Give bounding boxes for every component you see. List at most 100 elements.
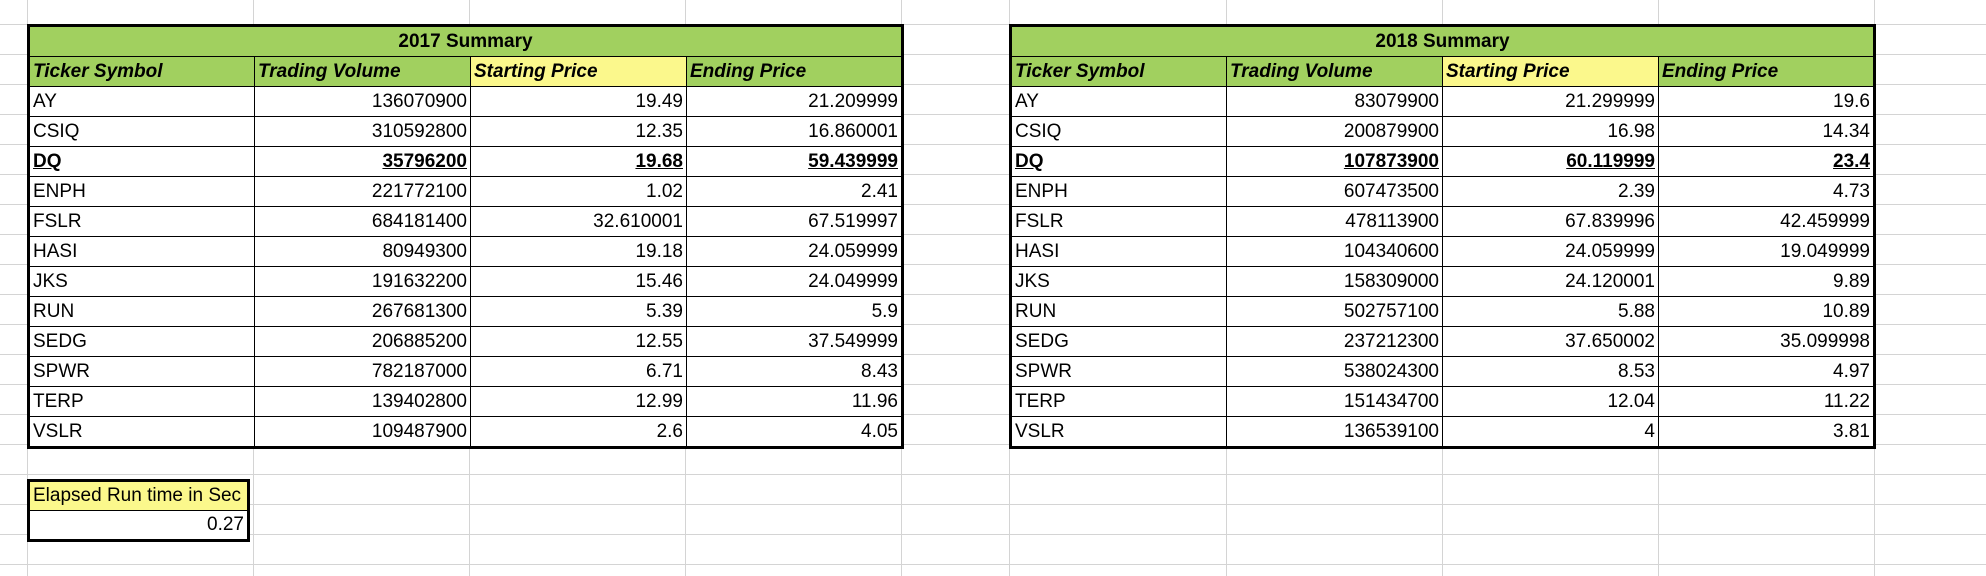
trading-volume-cell[interactable]: 35796200: [254, 146, 471, 177]
ticker-cell[interactable]: FSLR: [28, 206, 255, 237]
ticker-cell[interactable]: SEDG: [1010, 326, 1227, 357]
trading-volume-cell[interactable]: 109487900: [254, 416, 471, 448]
trading-volume-cell[interactable]: 221772100: [254, 176, 471, 207]
ending-price-cell[interactable]: 9.89: [1658, 266, 1875, 297]
trading-volume-cell[interactable]: 191632200: [254, 266, 471, 297]
trading-volume-cell[interactable]: 80949300: [254, 236, 471, 267]
trading-volume-cell[interactable]: 206885200: [254, 326, 471, 357]
ticker-cell[interactable]: JKS: [1010, 266, 1227, 297]
header-starting-price[interactable]: Starting Price: [470, 56, 687, 87]
ending-price-cell[interactable]: 4.05: [686, 416, 903, 448]
trading-volume-cell[interactable]: 310592800: [254, 116, 471, 147]
starting-price-cell[interactable]: 8.53: [1442, 356, 1659, 387]
ticker-cell[interactable]: ENPH: [28, 176, 255, 207]
trading-volume-cell[interactable]: 151434700: [1226, 386, 1443, 417]
ticker-cell[interactable]: DQ: [1010, 146, 1227, 177]
starting-price-cell[interactable]: 19.18: [470, 236, 687, 267]
ending-price-cell[interactable]: 37.549999: [686, 326, 903, 357]
starting-price-cell[interactable]: 2.6: [470, 416, 687, 448]
ending-price-cell[interactable]: 10.89: [1658, 296, 1875, 327]
table-title[interactable]: 2018 Summary: [1010, 25, 1875, 57]
ending-price-cell[interactable]: 16.860001: [686, 116, 903, 147]
starting-price-cell[interactable]: 21.299999: [1442, 86, 1659, 117]
starting-price-cell[interactable]: 19.68: [470, 146, 687, 177]
trading-volume-cell[interactable]: 200879900: [1226, 116, 1443, 147]
ending-price-cell[interactable]: 67.519997: [686, 206, 903, 237]
ticker-cell[interactable]: FSLR: [1010, 206, 1227, 237]
ticker-cell[interactable]: AY: [1010, 86, 1227, 117]
elapsed-run-time-label[interactable]: Elapsed Run time in Sec: [28, 480, 249, 511]
ticker-cell[interactable]: TERP: [1010, 386, 1227, 417]
ending-price-cell[interactable]: 4.73: [1658, 176, 1875, 207]
starting-price-cell[interactable]: 12.04: [1442, 386, 1659, 417]
starting-price-cell[interactable]: 32.610001: [470, 206, 687, 237]
ending-price-cell[interactable]: 19.049999: [1658, 236, 1875, 267]
header-ending-price[interactable]: Ending Price: [1658, 56, 1875, 87]
header-ticker-symbol[interactable]: Ticker Symbol: [1010, 56, 1227, 87]
ticker-cell[interactable]: TERP: [28, 386, 255, 417]
starting-price-cell[interactable]: 67.839996: [1442, 206, 1659, 237]
trading-volume-cell[interactable]: 478113900: [1226, 206, 1443, 237]
ending-price-cell[interactable]: 2.41: [686, 176, 903, 207]
ending-price-cell[interactable]: 4.97: [1658, 356, 1875, 387]
starting-price-cell[interactable]: 19.49: [470, 86, 687, 117]
starting-price-cell[interactable]: 24.120001: [1442, 266, 1659, 297]
ending-price-cell[interactable]: 23.4: [1658, 146, 1875, 177]
ending-price-cell[interactable]: 42.459999: [1658, 206, 1875, 237]
ticker-cell[interactable]: SPWR: [1010, 356, 1227, 387]
ending-price-cell[interactable]: 19.6: [1658, 86, 1875, 117]
trading-volume-cell[interactable]: 267681300: [254, 296, 471, 327]
ticker-cell[interactable]: ENPH: [1010, 176, 1227, 207]
header-ending-price[interactable]: Ending Price: [686, 56, 903, 87]
ticker-cell[interactable]: CSIQ: [28, 116, 255, 147]
trading-volume-cell[interactable]: 502757100: [1226, 296, 1443, 327]
elapsed-run-time-value[interactable]: 0.27: [28, 510, 249, 541]
starting-price-cell[interactable]: 1.02: [470, 176, 687, 207]
trading-volume-cell[interactable]: 83079900: [1226, 86, 1443, 117]
ticker-cell[interactable]: HASI: [1010, 236, 1227, 267]
ending-price-cell[interactable]: 35.099998: [1658, 326, 1875, 357]
starting-price-cell[interactable]: 5.88: [1442, 296, 1659, 327]
trading-volume-cell[interactable]: 136539100: [1226, 416, 1443, 448]
ticker-cell[interactable]: VSLR: [1010, 416, 1227, 448]
table-title[interactable]: 2017 Summary: [28, 25, 903, 57]
ticker-cell[interactable]: HASI: [28, 236, 255, 267]
starting-price-cell[interactable]: 12.99: [470, 386, 687, 417]
trading-volume-cell[interactable]: 607473500: [1226, 176, 1443, 207]
ticker-cell[interactable]: DQ: [28, 146, 255, 177]
starting-price-cell[interactable]: 15.46: [470, 266, 687, 297]
ending-price-cell[interactable]: 14.34: [1658, 116, 1875, 147]
ending-price-cell[interactable]: 59.439999: [686, 146, 903, 177]
trading-volume-cell[interactable]: 158309000: [1226, 266, 1443, 297]
starting-price-cell[interactable]: 4: [1442, 416, 1659, 448]
ending-price-cell[interactable]: 5.9: [686, 296, 903, 327]
starting-price-cell[interactable]: 37.650002: [1442, 326, 1659, 357]
ticker-cell[interactable]: SPWR: [28, 356, 255, 387]
trading-volume-cell[interactable]: 107873900: [1226, 146, 1443, 177]
ticker-cell[interactable]: VSLR: [28, 416, 255, 448]
trading-volume-cell[interactable]: 237212300: [1226, 326, 1443, 357]
ticker-cell[interactable]: SEDG: [28, 326, 255, 357]
header-trading-volume[interactable]: Trading Volume: [1226, 56, 1443, 87]
ending-price-cell[interactable]: 11.96: [686, 386, 903, 417]
ticker-cell[interactable]: AY: [28, 86, 255, 117]
starting-price-cell[interactable]: 5.39: [470, 296, 687, 327]
trading-volume-cell[interactable]: 104340600: [1226, 236, 1443, 267]
header-trading-volume[interactable]: Trading Volume: [254, 56, 471, 87]
trading-volume-cell[interactable]: 684181400: [254, 206, 471, 237]
trading-volume-cell[interactable]: 538024300: [1226, 356, 1443, 387]
ending-price-cell[interactable]: 24.059999: [686, 236, 903, 267]
ticker-cell[interactable]: CSIQ: [1010, 116, 1227, 147]
ticker-cell[interactable]: RUN: [1010, 296, 1227, 327]
starting-price-cell[interactable]: 16.98: [1442, 116, 1659, 147]
ending-price-cell[interactable]: 8.43: [686, 356, 903, 387]
ticker-cell[interactable]: JKS: [28, 266, 255, 297]
trading-volume-cell[interactable]: 139402800: [254, 386, 471, 417]
starting-price-cell[interactable]: 2.39: [1442, 176, 1659, 207]
starting-price-cell[interactable]: 24.059999: [1442, 236, 1659, 267]
trading-volume-cell[interactable]: 782187000: [254, 356, 471, 387]
starting-price-cell[interactable]: 12.55: [470, 326, 687, 357]
starting-price-cell[interactable]: 12.35: [470, 116, 687, 147]
header-ticker-symbol[interactable]: Ticker Symbol: [28, 56, 255, 87]
ending-price-cell[interactable]: 11.22: [1658, 386, 1875, 417]
